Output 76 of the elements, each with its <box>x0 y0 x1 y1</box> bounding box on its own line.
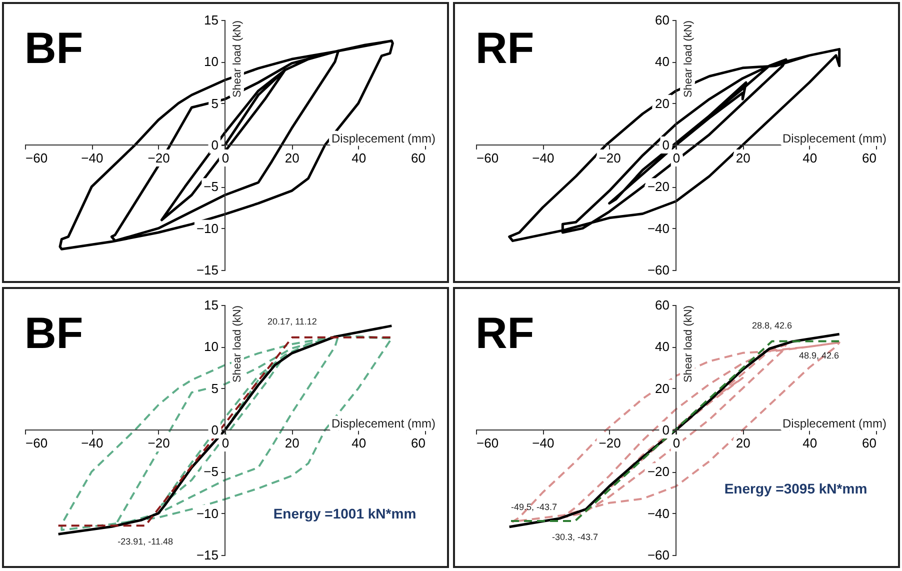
chart-title: BF <box>24 309 84 358</box>
annotation: -49.5, -43.7 <box>511 502 558 512</box>
y-tick-label: 40 <box>655 54 670 70</box>
y-tick-label: 5 <box>211 380 218 396</box>
y-axis-title: Shear load (kN) <box>682 306 694 383</box>
y-tick-label: 15 <box>204 298 218 312</box>
x-axis-title: Displecement (mm) <box>331 416 436 430</box>
y-tick-label: 0 <box>662 422 670 438</box>
x-tick-label: −40 <box>532 436 554 450</box>
y-tick-label: −5 <box>204 464 218 480</box>
x-tick-label: −40 <box>81 150 104 166</box>
x-tick-label: −20 <box>598 150 621 166</box>
x-tick-label: −60 <box>26 436 48 450</box>
x-tick-label: −40 <box>81 436 104 450</box>
annotation: 20.17, 11.12 <box>268 316 317 326</box>
x-tick-label: 20 <box>736 150 750 166</box>
chart-title: RF <box>476 24 534 73</box>
y-tick-label: 40 <box>655 339 670 354</box>
x-axis-title: Displecement (mm) <box>331 132 436 146</box>
x-tick-label: 20 <box>284 150 300 166</box>
y-tick-label: 15 <box>204 12 218 28</box>
x-tick-label: 60 <box>411 150 426 166</box>
annotation: 28.8, 42.6 <box>752 320 792 330</box>
x-tick-label: 60 <box>862 436 876 450</box>
x-tick-label: −60 <box>476 150 499 166</box>
x-tick-label: 20 <box>736 436 750 450</box>
chart-title: BF <box>24 24 84 73</box>
y-tick-label: −20 <box>647 464 670 480</box>
y-tick-label: 60 <box>655 12 670 28</box>
x-tick-label: −20 <box>148 150 170 166</box>
x-tick-label: −40 <box>532 150 554 166</box>
y-tick-label: −20 <box>647 179 670 194</box>
y-axis-title: Shear load (kN) <box>682 20 694 98</box>
y-tick-label: −40 <box>647 506 670 521</box>
x-tick-label: −20 <box>148 436 170 450</box>
y-tick-label: 60 <box>655 298 670 312</box>
x-tick-label: 40 <box>352 436 366 450</box>
x-tick-label: 0 <box>672 436 680 450</box>
x-tick-label: −20 <box>598 436 621 450</box>
x-tick-label: −60 <box>476 436 499 450</box>
annotation: -30.3, -43.7 <box>552 532 598 542</box>
y-tick-label: 20 <box>655 380 670 396</box>
y-tick-label: 10 <box>204 339 218 354</box>
annotation: Energy =1001 kN*mm <box>273 506 416 522</box>
y-tick-label: 0 <box>662 138 670 152</box>
x-axis-title: Displecement (mm) <box>782 416 887 430</box>
y-tick-label: 0 <box>211 138 218 152</box>
y-axis-title: Shear load (kN) <box>232 20 244 98</box>
x-tick-label: 40 <box>802 150 818 166</box>
x-tick-label: −60 <box>26 150 48 166</box>
y-tick-label: −15 <box>196 262 218 278</box>
y-tick-label: 5 <box>211 96 218 111</box>
y-tick-label: −10 <box>196 506 218 521</box>
y-tick-label: −15 <box>196 548 218 562</box>
y-axis-title: Shear load (kN) <box>232 306 244 383</box>
y-tick-label: −40 <box>647 220 670 236</box>
annotation: 48.9, 42.6 <box>798 350 839 360</box>
x-axis-title: Displecement (mm) <box>782 132 887 146</box>
y-tick-label: 10 <box>204 54 218 70</box>
annotation: Energy =3095 kN*mm <box>724 480 868 496</box>
x-tick-label: 0 <box>222 150 230 166</box>
y-tick-label: 0 <box>211 422 218 438</box>
y-tick-label: 20 <box>655 96 670 111</box>
x-tick-label: 60 <box>862 150 876 166</box>
x-tick-label: 20 <box>284 436 300 450</box>
x-tick-label: 0 <box>672 150 680 166</box>
chart-title: RF <box>476 309 534 358</box>
y-tick-label: −60 <box>647 262 670 278</box>
x-tick-label: 40 <box>802 436 818 450</box>
y-tick-label: −10 <box>196 220 218 236</box>
y-tick-label: −5 <box>204 179 218 194</box>
x-tick-label: 0 <box>222 436 230 450</box>
y-tick-label: −60 <box>647 548 670 562</box>
x-tick-label: 40 <box>352 150 366 166</box>
x-tick-label: 60 <box>411 436 426 450</box>
annotation: -23.91, -11.48 <box>118 536 173 547</box>
